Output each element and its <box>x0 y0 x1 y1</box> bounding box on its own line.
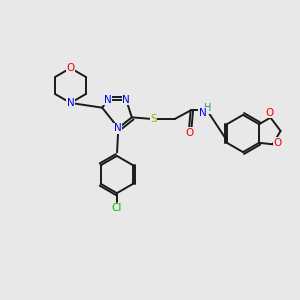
Text: N: N <box>199 108 206 118</box>
Text: Cl: Cl <box>112 203 122 213</box>
Text: O: O <box>185 128 193 138</box>
Text: N: N <box>122 95 130 105</box>
Text: N: N <box>104 95 112 105</box>
Text: H: H <box>204 103 212 113</box>
Text: O: O <box>66 63 75 73</box>
Text: N: N <box>114 123 122 133</box>
Text: O: O <box>274 138 282 148</box>
Text: S: S <box>150 114 157 124</box>
Text: O: O <box>265 107 273 118</box>
Text: N: N <box>67 98 74 108</box>
